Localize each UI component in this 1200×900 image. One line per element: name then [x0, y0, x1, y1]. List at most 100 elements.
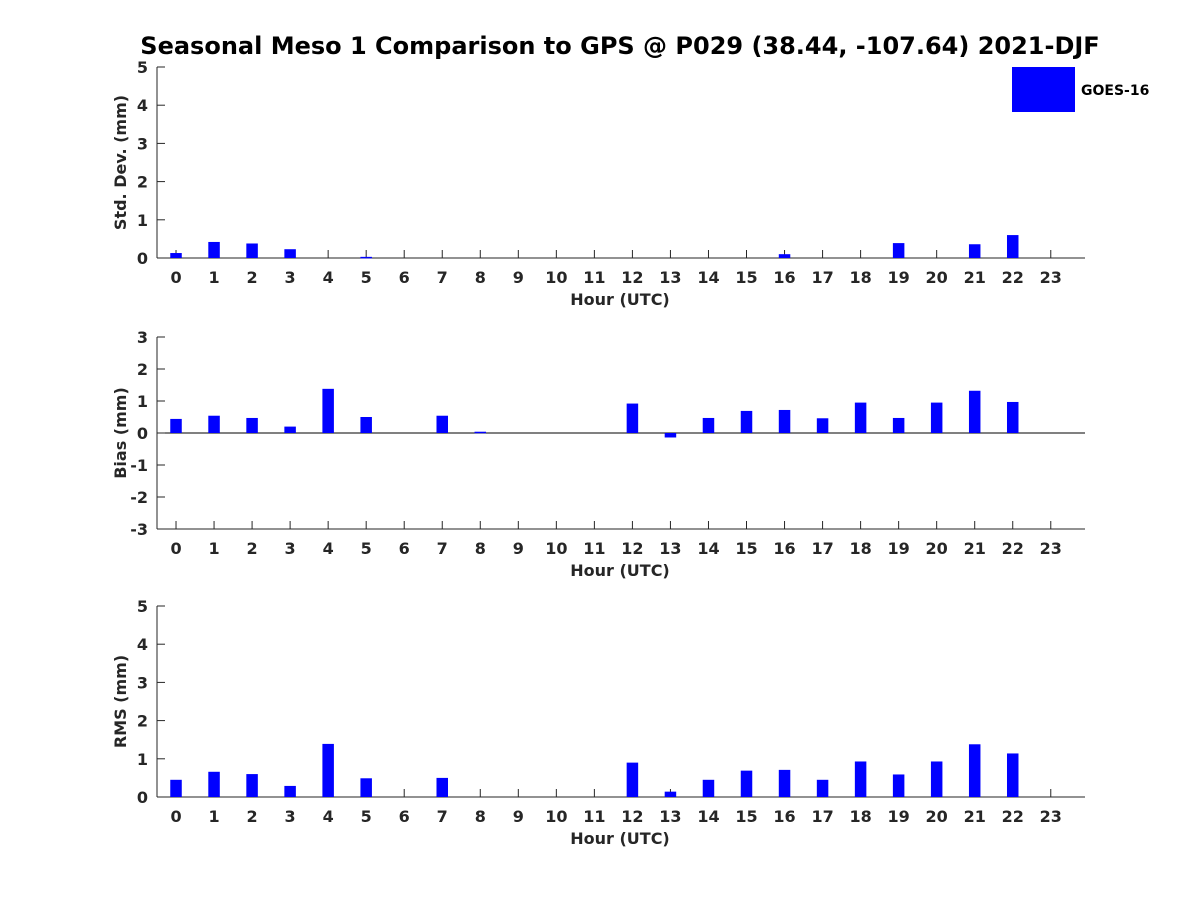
bias-y-axis-label: Bias (mm): [111, 387, 130, 479]
rms-x-tick-label: 11: [583, 807, 605, 826]
bias-x-tick-label: 15: [735, 539, 757, 558]
bias-x-tick-label: 12: [621, 539, 643, 558]
rms-bar-hour-0: [170, 779, 182, 797]
bias-bar-hour-0: [170, 418, 182, 433]
stddev-x-tick-label: 1: [208, 268, 219, 287]
stddev-x-tick-label: 18: [849, 268, 871, 287]
bias-bar-hour-2: [246, 417, 258, 433]
bias-x-tick-label: 18: [849, 539, 871, 558]
stddev-bar-hour-22: [1006, 235, 1019, 258]
legend-label: GOES-16: [1081, 83, 1149, 99]
stddev-y-tick-label: 3: [137, 134, 148, 153]
rms-x-tick-label: 7: [437, 807, 448, 826]
legend: GOES-16: [1012, 67, 1149, 112]
bias-x-tick-label: 16: [773, 539, 795, 558]
stddev-x-tick-label: 0: [170, 268, 181, 287]
bias-x-tick-label: 11: [583, 539, 605, 558]
bias-x-tick-label: 8: [475, 539, 486, 558]
bias-bar-hour-3: [284, 426, 296, 433]
bias-bar-hour-1: [208, 415, 220, 433]
stddev-bar-hour-5: [360, 256, 372, 259]
stddev-bar-hour-21: [968, 244, 981, 258]
bias-bar-hour-18: [854, 402, 867, 433]
rms-x-tick-label: 18: [849, 807, 871, 826]
bias-bar-hour-15: [740, 410, 753, 433]
stddev-x-tick-label: 12: [621, 268, 643, 287]
stddev-bar-hour-1: [208, 241, 220, 258]
stddev-x-tick-label: 8: [475, 268, 486, 287]
rms-x-tick-label: 19: [888, 807, 910, 826]
bias-y-tick-label: 0: [137, 424, 148, 443]
rms-bar-hour-17: [816, 779, 829, 797]
rms-y-tick-label: 5: [137, 597, 148, 616]
bias-x-tick-label: 10: [545, 539, 567, 558]
bias-x-tick-label: 0: [170, 539, 181, 558]
rms-x-axis-label: Hour (UTC): [570, 829, 670, 848]
bias-y-tick-label: -3: [130, 520, 148, 539]
rms-y-tick-label: 0: [137, 788, 148, 807]
rms-bar-hour-3: [284, 785, 296, 797]
stddev-x-tick-label: 19: [888, 268, 910, 287]
stddev-x-tick-label: 2: [247, 268, 258, 287]
rms-bar-hour-20: [930, 761, 943, 797]
rms-y-axis-label: RMS (mm): [111, 655, 130, 748]
bias-bar-hour-4: [322, 388, 334, 433]
bias-x-tick-label: 1: [208, 539, 219, 558]
rms-x-tick-label: 16: [773, 807, 795, 826]
bias-y-tick-label: -1: [130, 456, 148, 475]
stddev-x-tick-label: 21: [964, 268, 986, 287]
bias-bar-hour-14: [702, 417, 715, 433]
bias-y-tick-label: 3: [137, 328, 148, 347]
bias-bar-hour-21: [968, 390, 981, 433]
bias-bar-hour-12: [626, 403, 639, 433]
stddev-y-tick-label: 5: [137, 58, 148, 77]
stddev-x-tick-label: 9: [513, 268, 524, 287]
rms-x-tick-label: 10: [545, 807, 567, 826]
rms-bar-hour-19: [892, 774, 905, 797]
rms-bar-hour-2: [246, 774, 258, 797]
stddev-bar-hour-0: [170, 253, 182, 258]
rms-x-tick-label: 6: [399, 807, 410, 826]
stddev-x-tick-label: 16: [773, 268, 795, 287]
bias-bar-hour-5: [360, 417, 372, 433]
bias-bar-hour-13: [664, 433, 677, 438]
bias-x-tick-label: 2: [247, 539, 258, 558]
rms-bar-hour-21: [968, 744, 981, 797]
rms-x-tick-label: 14: [697, 807, 719, 826]
rms-x-tick-label: 0: [170, 807, 181, 826]
stddev-x-tick-label: 4: [323, 268, 334, 287]
stddev-x-tick-label: 22: [1002, 268, 1024, 287]
rms-x-tick-label: 15: [735, 807, 757, 826]
rms-bar-hour-16: [778, 769, 791, 797]
stddev-x-tick-label: 13: [659, 268, 681, 287]
bias-bar-hour-19: [892, 417, 905, 433]
stddev-x-tick-label: 10: [545, 268, 567, 287]
rms-y-tick-label: 2: [137, 712, 148, 731]
bias-x-tick-label: 17: [811, 539, 833, 558]
bias-x-tick-label: 4: [323, 539, 334, 558]
stddev-x-axis-label: Hour (UTC): [570, 290, 670, 309]
stddev-y-tick-label: 1: [137, 211, 148, 230]
stddev-bar-hour-16: [778, 254, 791, 258]
bias-x-tick-label: 5: [361, 539, 372, 558]
stddev-bar-hour-3: [284, 249, 296, 258]
bias-x-tick-label: 14: [697, 539, 719, 558]
rms-x-tick-label: 13: [659, 807, 681, 826]
bias-bar-hour-20: [930, 402, 943, 433]
stddev-x-tick-label: 11: [583, 268, 605, 287]
stddev-x-tick-label: 15: [735, 268, 757, 287]
bias-y-tick-label: 2: [137, 360, 148, 379]
rms-bar-hour-13: [664, 791, 677, 797]
bias-bar-hour-17: [816, 418, 829, 433]
stddev-x-tick-label: 14: [697, 268, 719, 287]
bias-x-tick-label: 20: [926, 539, 948, 558]
stddev-bar-hour-19: [892, 243, 905, 258]
rms-x-tick-label: 1: [208, 807, 219, 826]
stddev-x-tick-label: 3: [285, 268, 296, 287]
bias-x-tick-label: 3: [285, 539, 296, 558]
stddev-x-tick-label: 20: [926, 268, 948, 287]
stddev-bar-hour-2: [246, 243, 258, 258]
